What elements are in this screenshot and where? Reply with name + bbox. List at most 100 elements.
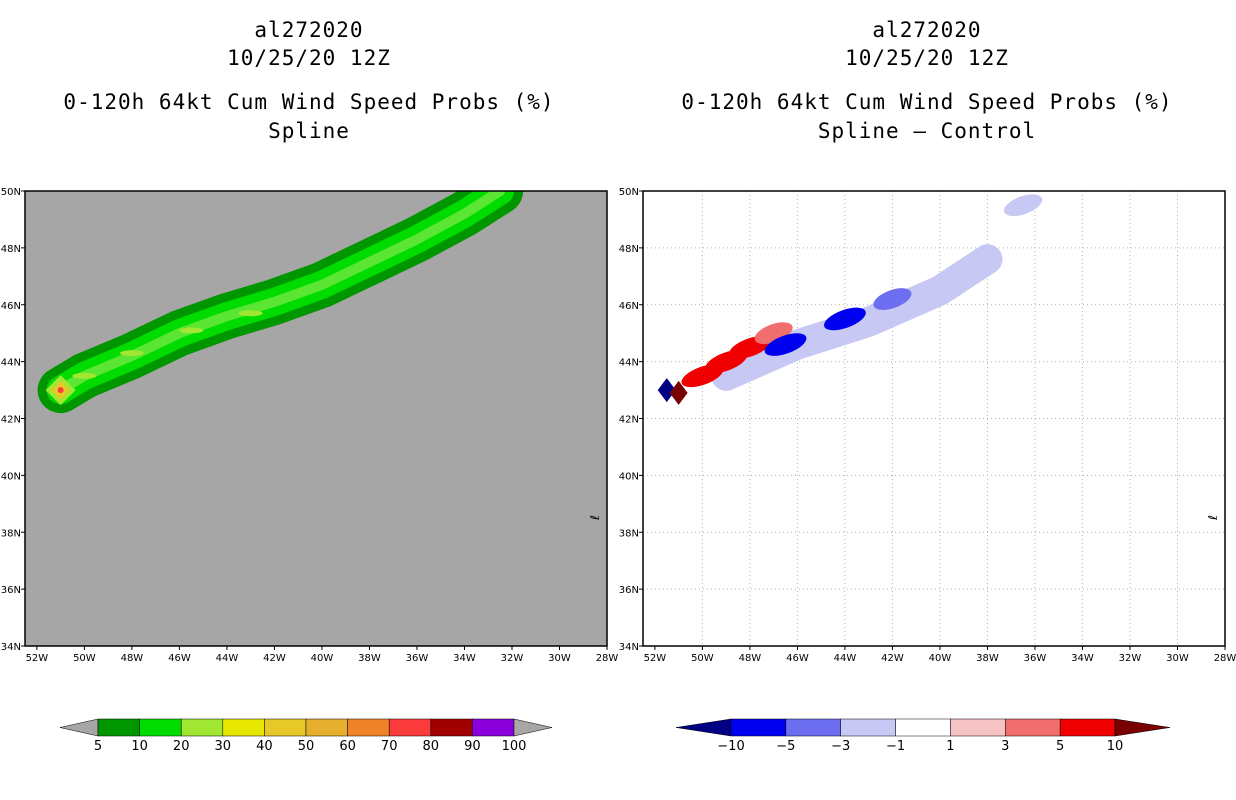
colorbar-label: 80	[423, 739, 440, 754]
chart-subtitle: Spline — Control	[817, 119, 1037, 143]
x-tick-label: 40W	[311, 653, 334, 664]
y-tick-label: 36N	[1, 585, 21, 596]
storm-id-label: al272020	[254, 18, 364, 42]
colorbar-segment	[180, 718, 224, 737]
date-label: 10/25/20 12Z	[845, 46, 1009, 70]
difference-marker	[1004, 194, 1043, 217]
y-tick-label: 48N	[1, 244, 21, 255]
y-tick-label: 50N	[1, 187, 21, 198]
plot-background	[643, 191, 1225, 646]
colorbar-left-triangle	[675, 718, 732, 737]
colorbar-label: 90	[464, 739, 481, 754]
x-tick-label: 32W	[1119, 653, 1142, 664]
y-tick-label: 40N	[619, 471, 639, 482]
colorbar-label: −10	[717, 739, 744, 754]
colorbar-left-triangle	[59, 718, 99, 737]
colorbar-label: 10	[131, 739, 148, 754]
colorbar-label: 30	[215, 739, 232, 754]
x-tick-label: 44W	[216, 653, 239, 664]
colorbar-segment	[264, 718, 307, 737]
x-tick-label: 34W	[1071, 653, 1094, 664]
colorbar-segment	[895, 718, 951, 737]
colorbar-segment	[222, 718, 265, 737]
colorbar-label: 100	[502, 739, 527, 754]
colorbar-segment	[1005, 718, 1061, 737]
colorbar-label: 5	[94, 739, 102, 754]
x-tick-label: 34W	[453, 653, 476, 664]
peak-marker	[179, 327, 204, 334]
x-tick-label: 48W	[121, 653, 144, 664]
side-mark: ℓ	[1206, 515, 1220, 521]
colorbar-right-triangle	[1114, 718, 1171, 737]
x-tick-label: 42W	[263, 653, 286, 664]
colorbar-segment	[950, 718, 1006, 737]
colorbar-label: −5	[776, 739, 795, 754]
difference-marker	[657, 378, 676, 403]
storm-id-label: al272020	[872, 18, 982, 42]
plot-area	[643, 191, 1225, 646]
chart-subtitle: Spline	[268, 119, 350, 143]
y-tick-label: 44N	[619, 358, 639, 369]
right-panel: al272020 10/25/20 12Z 0-120h 64kt Cum Wi…	[618, 0, 1236, 800]
colorbar-label: 50	[298, 739, 315, 754]
chart-title: 0-120h 64kt Cum Wind Speed Probs (%)	[681, 90, 1173, 114]
y-tick-label: 46N	[619, 301, 639, 312]
colorbar-segment	[430, 718, 473, 737]
y-tick-label: 36N	[619, 585, 639, 596]
colorbar-segment	[97, 718, 140, 737]
difference-marker	[873, 288, 912, 310]
x-tick-label: 48W	[739, 653, 762, 664]
x-tick-label: 52W	[644, 653, 667, 664]
colorbar-segment	[472, 718, 515, 737]
plot-background	[25, 191, 607, 646]
colorbar-label: 10	[1107, 739, 1124, 754]
peak-marker	[57, 387, 64, 394]
difference-marker	[764, 333, 807, 356]
y-tick-label: 38N	[1, 528, 21, 539]
peak-marker	[238, 310, 263, 317]
date-label: 10/25/20 12Z	[227, 46, 391, 70]
swath-band-inner	[55, 191, 506, 396]
x-tick-label: 46W	[786, 653, 809, 664]
x-tick-label: 44W	[834, 653, 857, 664]
y-tick-label: 46N	[1, 301, 21, 312]
colorbar-label: 5	[1056, 739, 1064, 754]
x-tick-label: 42W	[881, 653, 904, 664]
y-tick-label: 50N	[619, 187, 639, 198]
x-tick-label: 52W	[26, 653, 49, 664]
colorbar-label: 70	[381, 739, 398, 754]
colorbar-label: −1	[886, 739, 905, 754]
x-tick-label: 30W	[1166, 653, 1189, 664]
colorbar-segment	[305, 718, 348, 737]
x-tick-label: 36W	[1024, 653, 1047, 664]
x-tick-label: 32W	[501, 653, 524, 664]
difference-marker	[669, 380, 688, 405]
peak-marker	[72, 372, 97, 379]
colorbar-label: 1	[946, 739, 954, 754]
colorbar-segment	[730, 718, 787, 737]
x-tick-label: 36W	[406, 653, 429, 664]
difference-marker	[944, 259, 983, 282]
y-tick-label: 42N	[619, 415, 639, 426]
chart-title: 0-120h 64kt Cum Wind Speed Probs (%)	[63, 90, 555, 114]
x-tick-label: 38W	[976, 653, 999, 664]
y-tick-label: 42N	[1, 415, 21, 426]
x-tick-label: 28W	[1214, 653, 1236, 664]
x-tick-label: 50W	[691, 653, 714, 664]
peak-marker	[119, 350, 144, 357]
difference-map: 52W 50W 48W 46W 44W 42W 40W 38W 36W 34W 32W 30W 28W 5…	[619, 187, 1236, 754]
colorbar-label: 20	[173, 739, 190, 754]
x-tick-label: 46W	[168, 653, 191, 664]
colorbar-segment	[347, 718, 390, 737]
colorbar-segment	[1059, 718, 1116, 737]
y-tick-label: 44N	[1, 358, 21, 369]
x-tick-label: 50W	[73, 653, 96, 664]
x-tick-label: 30W	[548, 653, 571, 664]
x-tick-label: 38W	[358, 653, 381, 664]
colorbar-segment	[785, 718, 841, 737]
difference-marker	[824, 307, 866, 331]
side-mark: ℓ	[588, 515, 602, 521]
colorbar-label: 3	[1001, 739, 1009, 754]
colorbar-right-triangle	[513, 718, 553, 737]
y-tick-label: 40N	[1, 471, 21, 482]
